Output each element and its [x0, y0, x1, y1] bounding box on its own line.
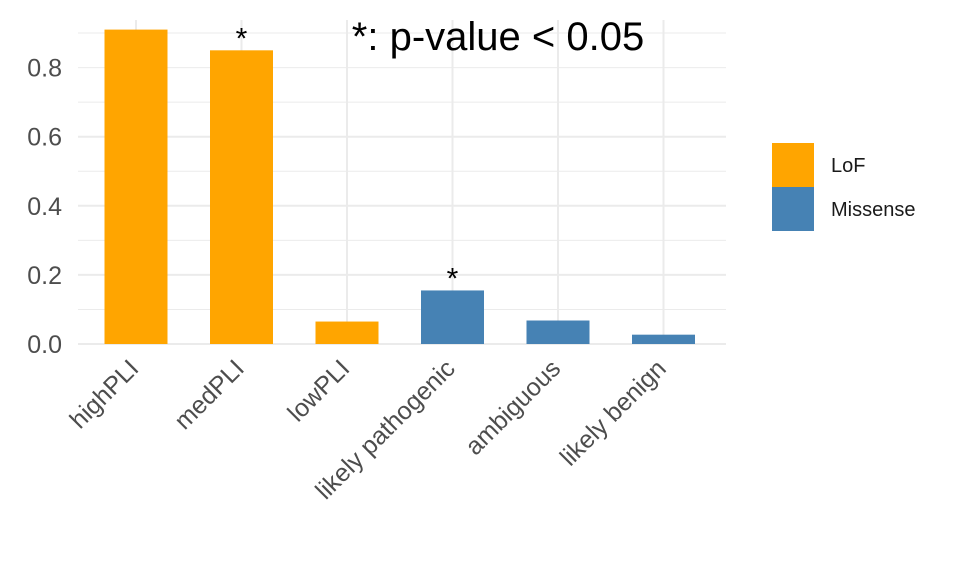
legend-label: LoF [831, 155, 865, 177]
y-tick-label: 0.0 [27, 331, 62, 359]
x-tick-label: ambiguous [460, 354, 566, 460]
y-tick-label: 0.6 [27, 124, 62, 152]
bar-lowpli [315, 321, 379, 344]
significance-marks: ** [236, 22, 459, 295]
grid-lines [78, 20, 726, 345]
x-tick-label: lowPLI [282, 354, 355, 427]
bars [104, 29, 695, 344]
x-tick-label: medPLI [169, 354, 250, 435]
bar-likely-pathogenic [421, 290, 484, 344]
y-tick-label: 0.8 [27, 55, 62, 83]
x-tick-label: likely benign [555, 354, 672, 471]
legend-key-lof [772, 143, 814, 187]
legend-label: Missense [831, 199, 915, 221]
bar-medpli [210, 50, 273, 344]
p-value-annotation: *: p-value < 0.05 [352, 15, 644, 59]
bar-ambiguous [526, 320, 590, 344]
significance-mark: * [447, 262, 459, 295]
significance-mark: * [236, 22, 248, 55]
y-tick-label: 0.2 [27, 262, 62, 290]
y-axis-tick-labels: 0.0 0.2 0.4 0.6 0.8 [27, 55, 62, 359]
bar-likely-benign [632, 334, 695, 344]
legend-key-missense [772, 187, 814, 231]
bar-highpli [104, 29, 168, 344]
y-tick-label: 0.4 [27, 193, 62, 221]
x-tick-label: highPLI [64, 354, 144, 434]
legend: LoF Missense [772, 143, 915, 231]
